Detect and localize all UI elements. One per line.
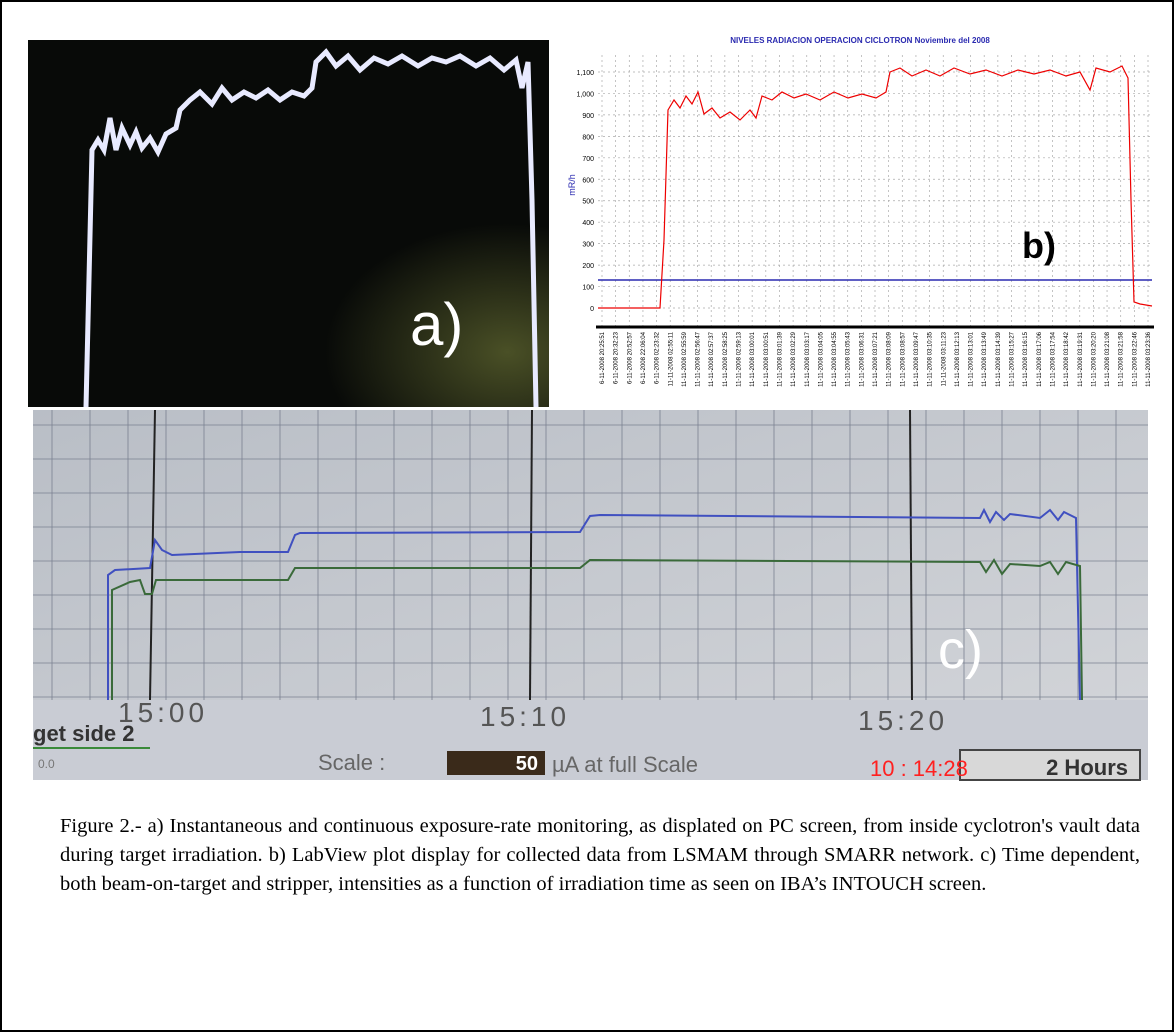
x-tick-label: 11-11-2008 02:56:47 [696, 331, 702, 386]
x-tick-label: 11-11-2008 03:09:47 [914, 331, 920, 386]
x-tick-label: 11-11-2008 03:22:46 [1132, 331, 1138, 386]
x-tick-label: 11-11-2008 03:16:15 [1023, 331, 1029, 386]
x-tick-label: 11-11-2008 02:55:11 [668, 331, 674, 386]
x-tick-label: 11-11-2008 03:05:43 [846, 331, 852, 386]
panel-a-trace [83, 48, 539, 408]
x-tick-label: 11-11-2008 03:15:27 [1010, 331, 1016, 386]
scale-label: Scale : [318, 750, 385, 775]
x-tick-label: 11-11-2008 03:03:17 [805, 331, 811, 386]
y-tick-label: 400 [582, 220, 594, 227]
time-label: 15:20 [858, 705, 948, 736]
x-tick-label: 11-11-2008 03:20:20 [1091, 331, 1097, 386]
scale-value: 50 [516, 753, 538, 775]
panel-b: NIVELES RADIACION OPERACION CICLOTRON No… [567, 36, 1154, 387]
panel-b-trace [598, 65, 1153, 309]
x-tick-label: 11-11-2008 03:04:55 [832, 331, 838, 386]
x-tick-label: 11-11-2008 03:18:42 [1064, 331, 1070, 386]
y-tick-label: 600 [582, 177, 594, 184]
panel-a: a) [28, 40, 549, 408]
y-tick-label: 0 [590, 306, 594, 313]
x-tick-label: 11-11-2008 02:57:37 [709, 331, 715, 386]
panel-a-background [28, 40, 549, 407]
y-tick-label: 800 [582, 134, 594, 141]
x-tick-label: 11-11-2008 03:21:58 [1119, 331, 1125, 386]
scale-unit: µA at full Scale [552, 752, 698, 777]
x-tick-label: 11-11-2008 03:17:54 [1050, 331, 1056, 386]
x-tick-label: 11-11-2008 03:00:51 [764, 331, 770, 386]
x-tick-label: 11-11-2008 02:58:25 [723, 331, 729, 386]
x-tick-label: 6-11-2008 20:52:57 [627, 331, 633, 384]
x-tick-label: 11-11-2008 03:14:39 [996, 331, 1002, 386]
x-tick-label: 11-11-2008 02:55:59 [682, 331, 688, 386]
panel-b-title: NIVELES RADIACION OPERACION CICLOTRON No… [730, 36, 990, 45]
x-tick-label: 6-11-2008 22:06:04 [641, 331, 647, 384]
panel-c: 15:00 15:10 15:20 get side 2 0.0 Scale :… [33, 409, 1148, 781]
panel-b-label: b) [1022, 225, 1056, 266]
panel-a-label: a) [410, 291, 463, 358]
target-value: 0.0 [38, 757, 55, 771]
x-tick-label: 11-11-2008 03:08:09 [887, 331, 893, 386]
x-tick-label: 11-11-2008 03:12:13 [955, 331, 961, 386]
x-tick-label: 11-11-2008 03:10:35 [928, 331, 934, 386]
y-tick-label: 100 [582, 285, 594, 292]
time-label: 15:00 [118, 697, 208, 728]
x-tick-label: 11-11-2008 03:04:05 [818, 331, 824, 386]
x-tick-label: 11-11-2008 03:13:01 [969, 331, 975, 386]
x-tick-label: 11-11-2008 03:19:31 [1078, 331, 1084, 386]
caption: Figure 2.- a) Instantaneous and continuo… [60, 815, 1140, 895]
x-tick-label: 11-11-2008 03:21:08 [1105, 331, 1111, 386]
y-tick-label: 500 [582, 199, 594, 206]
hours-button [959, 749, 1141, 781]
x-tick-label: 6-11-2008 20:25:51 [600, 331, 606, 384]
target-label: get side 2 [33, 721, 134, 746]
hours-label: 2 Hours [1046, 755, 1128, 780]
y-tick-label: 300 [582, 242, 594, 249]
y-tick-label: 1,000 [576, 91, 594, 98]
x-tick-label: 11-11-2008 03:17:06 [1037, 331, 1043, 386]
panel-b-y-label: mR/h [567, 174, 577, 196]
beam-trace [107, 507, 1081, 701]
y-tick-label: 900 [582, 113, 594, 120]
x-tick-label: 11-11-2008 03:06:31 [859, 331, 865, 386]
clock: 10 : 14:28 [870, 756, 968, 781]
y-tick-label: 1,100 [576, 70, 594, 77]
figure: a) NIVELES RADIACION OPERACION CICLOTRON… [28, 36, 1154, 781]
x-tick-label: 11-11-2008 03:08:57 [900, 331, 906, 386]
panel-c-label: c) [938, 620, 983, 680]
x-tick-label: 6-11-2008 02:23:32 [655, 331, 661, 384]
x-tick-label: 11-11-2008 03:23:36 [1146, 331, 1152, 386]
hour-line [529, 409, 533, 701]
time-label: 15:10 [480, 701, 570, 732]
x-tick-label: 6-11-2008 20:32:23 [614, 331, 620, 384]
y-tick-label: 700 [582, 156, 594, 163]
scale-box [447, 751, 545, 775]
y-tick-label: 200 [582, 263, 594, 270]
x-tick-label: 11-11-2008 02:59:13 [737, 331, 743, 386]
x-tick-label: 11-11-2008 03:00:01 [750, 331, 756, 386]
x-tick-label: 11-11-2008 03:13:49 [982, 331, 988, 386]
x-tick-label: 11-11-2008 03:11:23 [941, 331, 947, 386]
hour-line [909, 409, 913, 701]
x-tick-label: 11-11-2008 03:02:29 [791, 331, 797, 386]
stripper-trace [111, 558, 1083, 701]
x-tick-label: 11-11-2008 03:07:21 [873, 331, 879, 386]
x-tick-label: 11-11-2008 03:01:39 [777, 331, 783, 386]
